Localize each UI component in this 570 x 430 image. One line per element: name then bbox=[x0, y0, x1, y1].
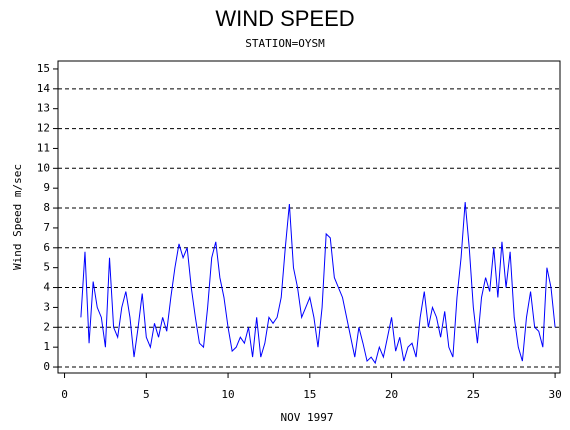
y-tick-label: 6 bbox=[43, 241, 50, 254]
y-axis-label: Wind Speed m/sec bbox=[11, 164, 24, 270]
y-tick-label: 12 bbox=[37, 122, 50, 135]
y-tick-label: 5 bbox=[43, 261, 50, 274]
x-tick-label: 0 bbox=[61, 388, 68, 401]
y-tick-label: 14 bbox=[37, 82, 51, 95]
data-line bbox=[80, 202, 556, 365]
y-tick-label: 0 bbox=[43, 360, 50, 373]
plot-frame bbox=[57, 60, 561, 374]
x-tick-label: 25 bbox=[467, 388, 480, 401]
x-tick-label: 5 bbox=[143, 388, 150, 401]
chart-title: WIND SPEED bbox=[215, 6, 354, 31]
y-tick-label: 15 bbox=[37, 62, 50, 75]
y-tick-label: 2 bbox=[43, 320, 50, 333]
y-tick-label: 11 bbox=[37, 141, 50, 154]
x-axis-label: NOV 1997 bbox=[281, 411, 334, 424]
x-tick-label: 20 bbox=[385, 388, 398, 401]
y-tick-label: 10 bbox=[37, 161, 50, 174]
y-tick-label: 4 bbox=[43, 281, 50, 294]
y-tick-label: 1 bbox=[43, 340, 50, 353]
y-tick-label: 9 bbox=[43, 181, 50, 194]
x-tick-label: 30 bbox=[548, 388, 561, 401]
x-tick-label: 15 bbox=[303, 388, 316, 401]
y-tick-label: 3 bbox=[43, 300, 50, 313]
y-tick-label: 13 bbox=[37, 102, 50, 115]
y-tick-label: 8 bbox=[43, 201, 50, 214]
x-tick-label: 10 bbox=[221, 388, 234, 401]
chart-subtitle: STATION=OYSM bbox=[245, 37, 325, 50]
y-tick-label: 7 bbox=[43, 221, 50, 234]
